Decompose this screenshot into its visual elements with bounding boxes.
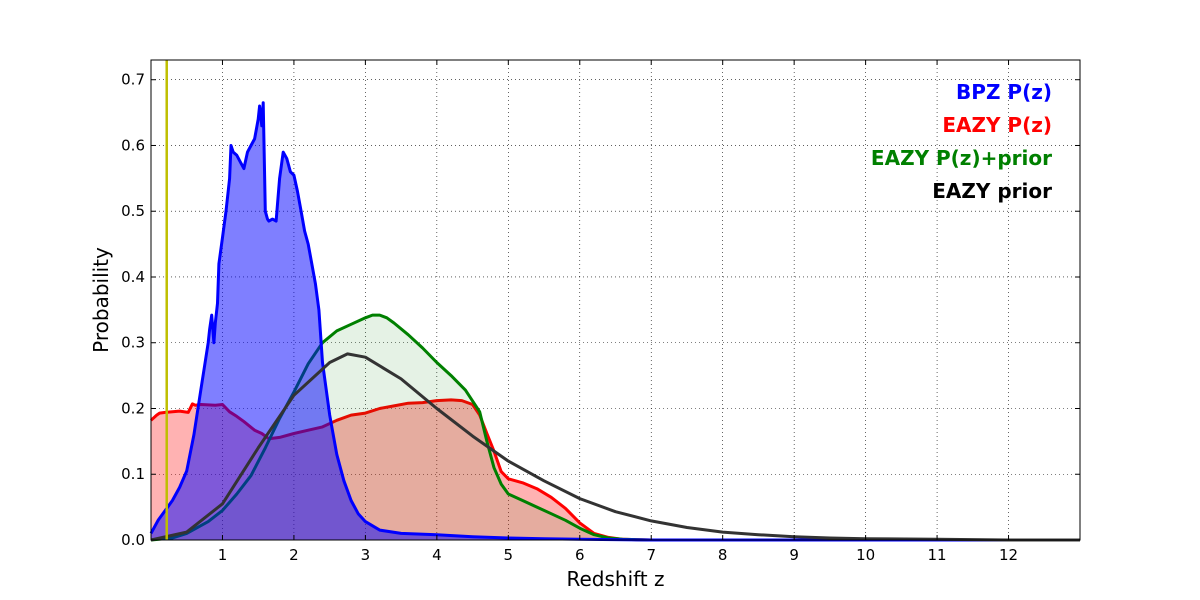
y-tick-label: 0.0 bbox=[121, 531, 145, 549]
x-tick-label: 7 bbox=[646, 546, 656, 564]
y-tick-label: 0.5 bbox=[121, 202, 145, 220]
legend-item-eazy-p-z-prior: EAZY P(z)+prior bbox=[871, 146, 1052, 170]
legend-item-eazy-p-z: EAZY P(z) bbox=[942, 113, 1052, 137]
x-tick-label: 10 bbox=[856, 546, 875, 564]
y-tick-label: 0.6 bbox=[121, 136, 145, 154]
y-tick-label: 0.1 bbox=[121, 465, 145, 483]
area-eazy-p-z bbox=[151, 399, 1080, 540]
x-tick-label: 3 bbox=[361, 546, 371, 564]
x-tick-label: 4 bbox=[432, 546, 442, 564]
x-tick-label: 1 bbox=[218, 546, 228, 564]
x-axis-title: Redshift z bbox=[566, 567, 664, 591]
x-tick-label: 5 bbox=[504, 546, 514, 564]
x-tick-label: 6 bbox=[575, 546, 585, 564]
ticks: 1 2 3 4 5 6 7 8 9 10 11 120.00.10.20.30.40.50.60.7 bbox=[121, 60, 1080, 564]
y-tick-label: 0.2 bbox=[121, 399, 145, 417]
x-tick-label: 11 bbox=[928, 546, 947, 564]
x-tick-label: 2 bbox=[289, 546, 299, 564]
legend: BPZ P(z) EAZY P(z) EAZY P(z)+prior EAZY pri… bbox=[871, 80, 1052, 203]
area-bpz-p-z bbox=[151, 102, 1080, 540]
legend-item-eazy-prior: EAZY prior bbox=[932, 179, 1052, 203]
line-eazy-prior bbox=[150, 352, 1080, 542]
y-tick-label: 0.7 bbox=[121, 71, 145, 89]
legend-item-bpz-p-z: BPZ P(z) bbox=[956, 80, 1052, 104]
line-bpz-p-z bbox=[149, 101, 1080, 542]
x-tick-label: 9 bbox=[789, 546, 799, 564]
series-layer bbox=[149, 101, 1080, 542]
y-tick-label: 0.4 bbox=[121, 268, 145, 286]
plot-frame bbox=[150, 59, 1081, 541]
y-axis-title: Probability bbox=[89, 247, 113, 353]
x-tick-label: 12 bbox=[999, 546, 1018, 564]
y-tick-label: 0.3 bbox=[121, 334, 145, 352]
x-tick-label: 8 bbox=[718, 546, 728, 564]
area-eazy-p-z-prior bbox=[151, 315, 1080, 540]
